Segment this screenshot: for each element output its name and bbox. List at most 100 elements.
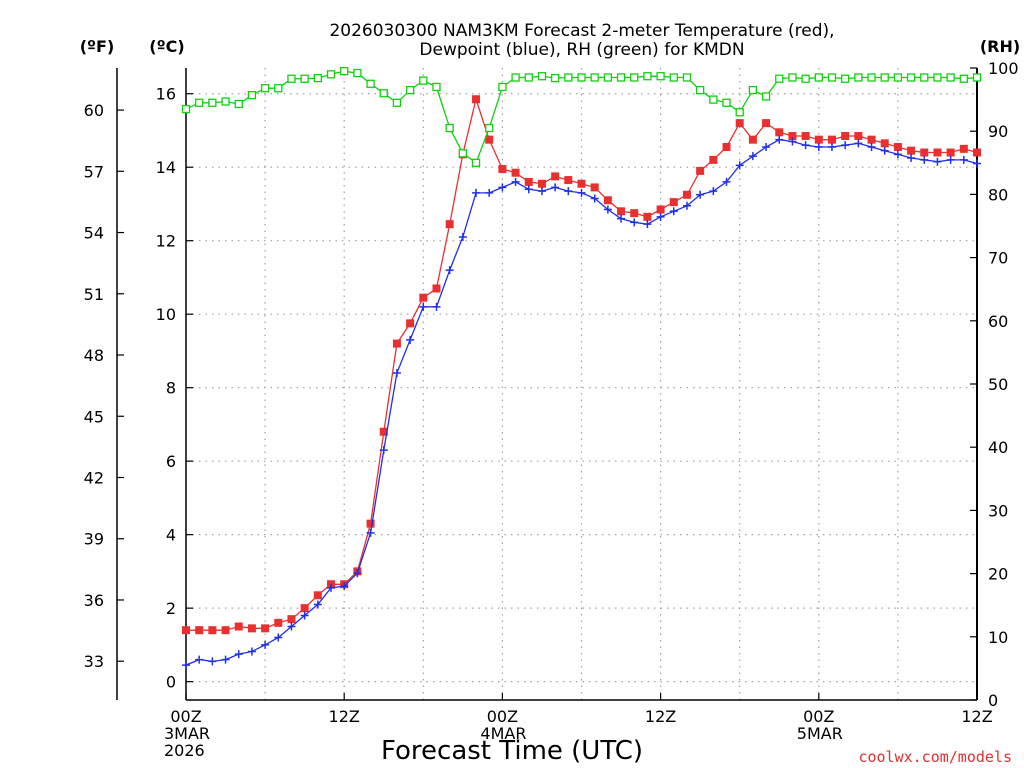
temperature-point — [946, 148, 955, 157]
axes — [116, 67, 978, 701]
temperature-point — [379, 427, 388, 436]
rh-point — [287, 74, 296, 83]
celsius-tick-label: 8 — [166, 379, 176, 398]
temperature-point — [419, 293, 428, 302]
rh-point — [590, 73, 599, 82]
rh-point — [432, 82, 441, 92]
temperature-point — [893, 143, 902, 151]
rh-point — [208, 98, 217, 107]
temperature-point — [221, 626, 230, 635]
rh-point — [748, 85, 758, 95]
rh-point — [313, 73, 322, 83]
rh-point — [234, 99, 243, 109]
dewpoint-point — [748, 152, 757, 161]
rh-tick-label: 100 — [988, 59, 1019, 78]
dewpoint-point — [247, 647, 256, 656]
fahrenheit-tick-label: 33 — [84, 652, 104, 671]
temperature-point — [392, 339, 401, 348]
temperature-point — [406, 319, 415, 328]
rh-point — [564, 73, 573, 82]
x-tick-label: 12Z — [329, 707, 360, 726]
rh-point — [221, 97, 230, 106]
dewpoint-point — [300, 611, 309, 620]
rh-point — [485, 123, 494, 133]
temperature-point — [511, 168, 520, 177]
temperature-point — [748, 135, 757, 144]
fahrenheit-tick-label: 48 — [84, 346, 104, 365]
rh-point — [827, 73, 837, 82]
x-tick-label: 00Z — [803, 707, 834, 726]
celsius-unit-label: (ºC) — [149, 37, 184, 56]
rh-point — [471, 158, 481, 167]
dewpoint-point — [221, 655, 230, 664]
temperature-point — [472, 95, 481, 104]
rh-point — [550, 73, 560, 83]
dewpoint-point — [959, 155, 968, 164]
x-tick-label: 00Z — [487, 707, 518, 726]
dewpoint-point — [814, 143, 823, 151]
dewpoint-point — [590, 194, 599, 203]
dewpoint-point — [630, 218, 639, 227]
celsius-tick-label: 0 — [166, 673, 176, 692]
rh-tick-label: 80 — [988, 185, 1008, 204]
temperature-point — [682, 190, 691, 199]
dewpoint-point — [195, 655, 204, 664]
temperature-point — [854, 131, 863, 140]
celsius-tick-label: 6 — [166, 452, 176, 471]
rh-point — [445, 123, 454, 133]
temperature-point — [366, 519, 375, 528]
temperature-point — [643, 212, 652, 221]
rh-point — [959, 74, 968, 83]
dewpoint-point — [643, 220, 652, 229]
dewpoint-point — [445, 266, 454, 275]
dewpoint-point — [511, 177, 520, 186]
rh-point — [946, 73, 955, 82]
temperature-point — [920, 148, 929, 157]
temperature-point — [432, 284, 441, 293]
temperature-point — [696, 166, 705, 175]
dewpoint-point — [274, 633, 283, 642]
temperature-point — [762, 119, 771, 128]
grid-lines — [186, 68, 977, 700]
dewpoint-point — [841, 141, 850, 150]
rh-point — [880, 73, 889, 82]
temperature-point — [959, 144, 968, 153]
rh-point — [353, 68, 362, 78]
dewpoint-point — [313, 600, 322, 609]
dewpoint-point — [603, 205, 612, 214]
rh-tick-label: 70 — [988, 249, 1008, 268]
rh-tick-label: 10 — [988, 628, 1008, 647]
fahrenheit-tick-label: 57 — [84, 162, 104, 181]
dewpoint-point — [182, 661, 190, 670]
x-date-label: 5MAR — [797, 724, 843, 743]
fahrenheit-tick-label: 36 — [84, 591, 104, 610]
site-credit: coolwx.com/models — [858, 748, 1012, 766]
dewpoint-point — [366, 528, 375, 537]
dewpoint-point — [287, 622, 296, 631]
rh-point — [709, 95, 718, 104]
dewpoint-point — [867, 143, 876, 151]
temperature-point — [208, 626, 217, 635]
dewpoint-point — [709, 187, 718, 196]
rh-point — [893, 73, 903, 82]
dewpoint-point — [696, 190, 705, 199]
dewpoint-point — [920, 155, 929, 164]
rh-point — [682, 73, 692, 82]
fahrenheit-tick-label: 45 — [84, 407, 104, 426]
dewpoint-point — [340, 582, 349, 591]
x-axis-title: Forecast Time (UTC) — [381, 736, 643, 766]
x-tick-label: 12Z — [645, 707, 676, 726]
rh-tick-label: 40 — [988, 438, 1008, 457]
temperature-point — [564, 176, 573, 185]
dewpoint-point — [498, 183, 507, 192]
dewpoint-point — [801, 141, 810, 150]
dewpoint-point — [551, 183, 560, 192]
dewpoint-point — [406, 335, 415, 344]
rh-point — [195, 98, 204, 107]
rh-point — [498, 82, 507, 92]
rh-point — [788, 73, 797, 82]
dewpoint-point — [485, 188, 494, 197]
dewpoint-point — [762, 143, 771, 151]
temperature-point — [195, 626, 204, 635]
